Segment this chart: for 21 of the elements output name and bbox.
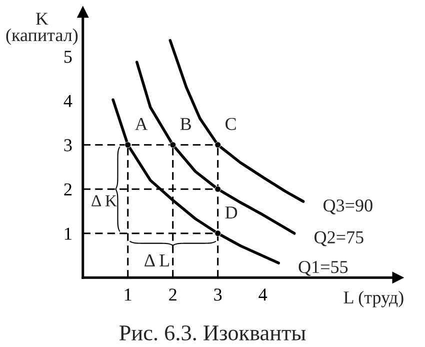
series-label: Q1=55 — [298, 260, 348, 276]
y-tick-label: 2 — [64, 183, 72, 196]
y-axis-title: K (капитал) — [6, 12, 78, 45]
annotation: D — [225, 206, 238, 218]
text: Рис. 6.3. Изокванты — [119, 325, 306, 341]
y-tick-label: 3 — [64, 139, 72, 152]
annotation: Δ L — [144, 254, 169, 266]
x-tick-label: 3 — [214, 288, 222, 301]
annotation: B — [180, 118, 191, 130]
x-tick-label: 2 — [169, 288, 176, 301]
annotation: A — [134, 118, 148, 130]
annotation: Δ K — [92, 195, 117, 206]
y-tick-label: 5 — [64, 50, 72, 63]
series-label: Q2=75 — [314, 231, 364, 246]
y-tick-label: 1 — [65, 228, 72, 240]
x-tick-label: 1 — [124, 288, 132, 301]
series-label: Q3=90 — [324, 199, 372, 214]
y-tick-label: 4 — [64, 95, 72, 107]
x-axis-title: L (труд) — [344, 290, 404, 308]
x-tick-label: 4 — [258, 288, 268, 301]
annotation: C — [226, 118, 236, 130]
